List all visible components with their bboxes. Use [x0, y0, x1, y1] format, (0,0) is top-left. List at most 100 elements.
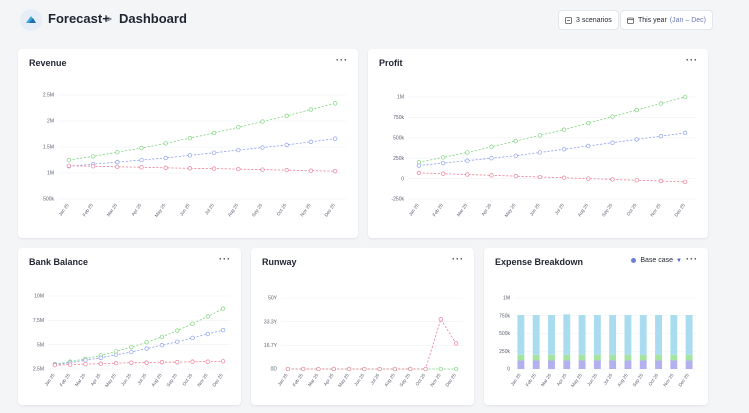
bank-data-point — [83, 358, 88, 363]
profit-more-button[interactable]: ··· — [686, 55, 698, 65]
scenario-select-label: Base case — [640, 257, 674, 264]
revenue-xtick-label: Dec 25 — [323, 202, 336, 217]
profit-xtick-label: Sep 25 — [601, 202, 614, 217]
runway-data-point — [438, 317, 443, 322]
breadcrumb-separator: > — [105, 12, 113, 26]
runway-xtick-label: Jun 25 — [353, 372, 365, 387]
bank-xtick-label: Jan 25 — [44, 372, 56, 387]
runway-data-point — [285, 366, 291, 372]
revenue-data-point — [308, 139, 314, 144]
runway-data-point — [423, 366, 428, 372]
scenario-select[interactable]: Base case ▼ — [631, 257, 682, 264]
expense-breakdown-more-button[interactable]: ··· — [686, 254, 698, 264]
expense-ytick-label: 750k — [499, 313, 510, 319]
profit-data-point — [489, 156, 494, 161]
expense-bar-segment — [578, 360, 586, 369]
expense-bar-segment — [578, 354, 586, 361]
revenue-data-point — [115, 164, 120, 169]
revenue-ytick-label: 2.5M — [43, 93, 54, 99]
profit-ytick-label: 500k — [393, 136, 404, 142]
expense-ytick-label: 500k — [499, 331, 510, 337]
bank-xtick-label: Aug 25 — [150, 372, 163, 387]
bank-data-point — [205, 359, 210, 364]
bank-data-point — [175, 339, 180, 344]
profit-data-point — [537, 174, 543, 180]
revenue-ytick-label: 1M — [47, 171, 54, 177]
revenue-xtick-label: Jul 25 — [204, 202, 215, 215]
expense-xtick-label: May 25 — [570, 372, 583, 388]
runway-xtick-label: Jan 25 — [277, 372, 289, 387]
profit-data-point — [658, 101, 664, 106]
revenue-data-point — [236, 166, 241, 172]
expense-bar-segment — [670, 315, 678, 355]
bank-data-point — [220, 306, 226, 311]
profit-data-point — [513, 153, 518, 158]
bank-ytick-label: 5M — [37, 342, 44, 348]
period-button[interactable]: This year (Jan – Dec) — [620, 10, 713, 30]
expense-xtick-label: Jul 25 — [602, 372, 613, 385]
expense-bar-segment — [563, 314, 571, 355]
profit-ytick-label: 1M — [397, 95, 404, 101]
profit-series-line — [418, 172, 686, 183]
scenarios-label: 3 scenarios — [576, 16, 612, 24]
profit-data-point — [513, 138, 518, 144]
expense-bar-segment — [639, 315, 647, 355]
expense-bar-segment — [517, 315, 525, 355]
revenue-xtick-label: Oct 25 — [276, 202, 288, 216]
expense-bar-segment — [593, 354, 601, 361]
revenue-data-point — [211, 166, 217, 171]
bank-ytick-label: 10M — [34, 294, 44, 300]
scenarios-button[interactable]: 3 scenarios — [558, 10, 619, 30]
runway-more-button[interactable]: ··· — [452, 254, 464, 264]
revenue-more-button[interactable]: ··· — [336, 55, 348, 65]
profit-ytick-label: 750k — [393, 115, 404, 121]
bank-data-point — [175, 328, 180, 333]
runway-xtick-label: Mar 25 — [307, 372, 320, 387]
profit-xtick-label: Aug 25 — [577, 202, 590, 217]
revenue-xtick-label: May 25 — [154, 202, 167, 218]
expense-bar-segment — [578, 315, 586, 355]
revenue-data-point — [163, 141, 168, 146]
logo-mark-icon — [26, 16, 36, 23]
profit-data-point — [416, 170, 422, 176]
expense-breakdown-card: Expense Breakdown Base case ▼ ··· 1M 750k… — [484, 248, 708, 405]
expense-ytick-label: 0 — [507, 367, 510, 373]
bank-data-point — [190, 321, 195, 326]
expense-bar-segment — [548, 360, 555, 369]
expense-xtick-label: Aug 25 — [616, 372, 629, 387]
revenue-data-point — [66, 157, 72, 163]
expense-xtick-label: Feb 25 — [525, 372, 538, 387]
revenue-data-point — [187, 153, 193, 158]
bank-data-point — [68, 362, 73, 367]
revenue-data-point — [308, 168, 314, 173]
revenue-data-point — [332, 101, 338, 106]
profit-data-point — [465, 150, 470, 155]
expense-xtick-label: Mar 25 — [540, 372, 553, 387]
revenue-chart: 2.5M 2M 1.5M 1M 500k Jan 25 Feb 25 Mar 25 Apr 25… — [43, 93, 346, 218]
runway-xtick-label: Nov 25 — [429, 372, 442, 387]
bank-data-point — [113, 352, 119, 358]
app-name[interactable]: Forecast+ — [48, 11, 110, 26]
bank-balance-more-button[interactable]: ··· — [219, 254, 231, 264]
runway-xtick-label: May 25 — [337, 372, 350, 388]
scenario-color-dot — [631, 258, 637, 263]
expense-bar-segment — [655, 315, 662, 355]
app-logo-icon[interactable] — [20, 9, 42, 31]
expense-bar-segment — [624, 360, 632, 369]
revenue-data-point — [211, 130, 217, 136]
revenue-xtick-label: Mar 25 — [106, 202, 119, 217]
profit-data-point — [537, 150, 543, 155]
profit-data-point — [440, 155, 446, 160]
runway-title: Runway — [262, 257, 297, 267]
bank-data-point — [52, 362, 58, 368]
runway-ytick-label: 16.7Y — [264, 343, 278, 349]
revenue-xtick-label: Jun 25 — [179, 202, 191, 217]
profit-data-point — [489, 173, 494, 178]
bank-balance-title: Bank Balance — [29, 257, 89, 267]
expense-bar-segment — [517, 354, 525, 361]
expense-bar-segment — [639, 360, 647, 369]
revenue-ytick-label: 2M — [47, 119, 54, 125]
runway-data-point — [408, 366, 413, 372]
profit-xtick-label: Nov 25 — [649, 202, 662, 217]
profit-xtick-label: Apr 25 — [480, 202, 492, 216]
